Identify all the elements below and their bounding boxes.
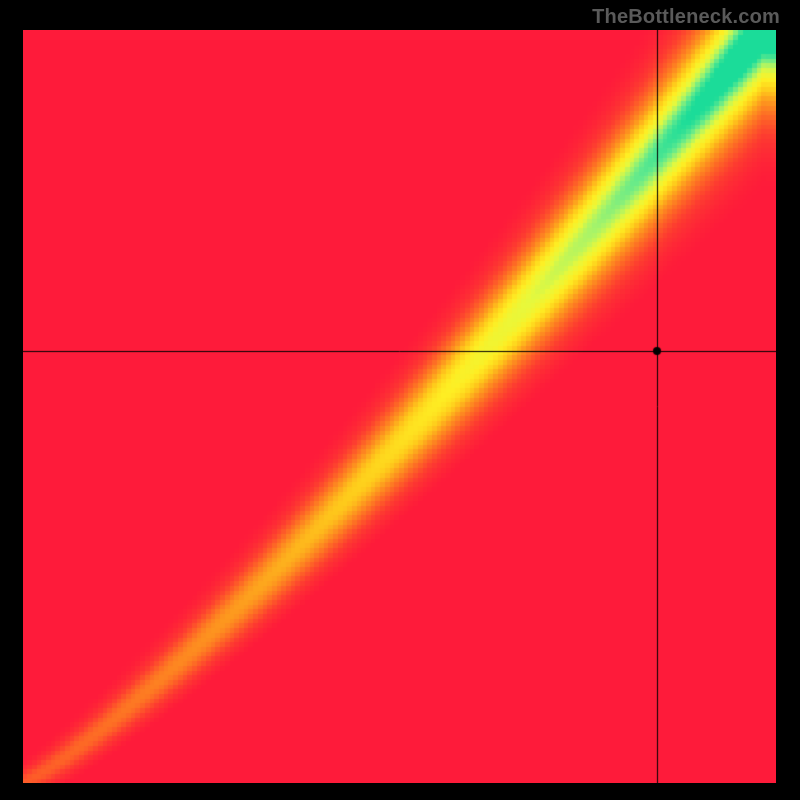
figure-container: TheBottleneck.com <box>0 0 800 800</box>
watermark-text: TheBottleneck.com <box>592 6 780 29</box>
bottleneck-heatmap-canvas <box>23 30 776 783</box>
